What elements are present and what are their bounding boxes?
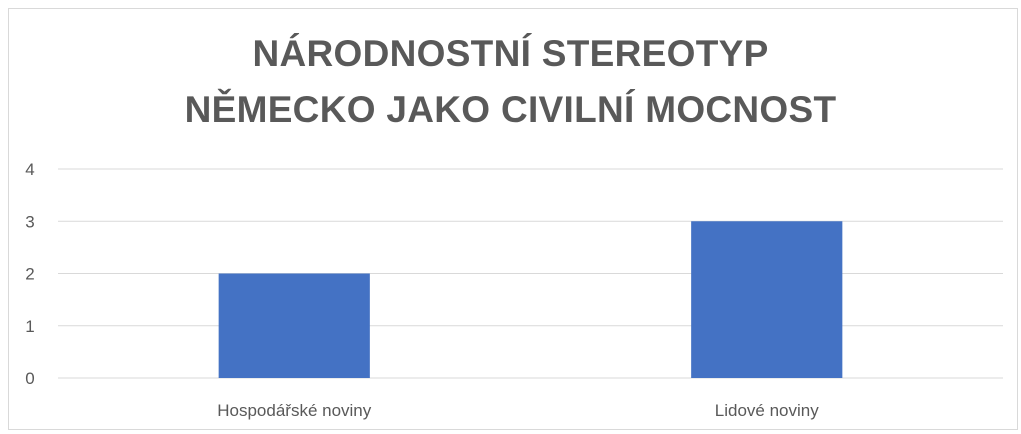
bar-0: [218, 273, 370, 378]
gridlines: [58, 168, 1003, 379]
chart-title: NÁRODNOSTNÍ STEREOTYP NĚMECKO JAKO CIVIL…: [0, 26, 1021, 138]
y-tick-label-4: 4: [25, 160, 34, 179]
y-tick-label-1: 1: [25, 317, 34, 336]
y-tick-label-0: 0: [25, 369, 34, 388]
bar-1: [691, 221, 843, 378]
x-tick-label-0: Hospodářské noviny: [217, 401, 372, 420]
y-axis-tick-labels: 0 1 2 3 4: [25, 160, 34, 388]
x-tick-label-1: Lidové noviny: [715, 401, 819, 420]
bars: [218, 221, 843, 378]
chart-frame: [8, 8, 1018, 430]
y-tick-label-3: 3: [25, 212, 34, 231]
chart-title-line-2: NĚMECKO JAKO CIVILNÍ MOCNOST: [184, 89, 837, 130]
y-tick-label-2: 2: [25, 265, 34, 284]
chart-title-line-1: NÁRODNOSTNÍ STEREOTYP: [252, 33, 769, 74]
x-axis-tick-labels: Hospodářské noviny Lidové noviny: [217, 401, 819, 420]
